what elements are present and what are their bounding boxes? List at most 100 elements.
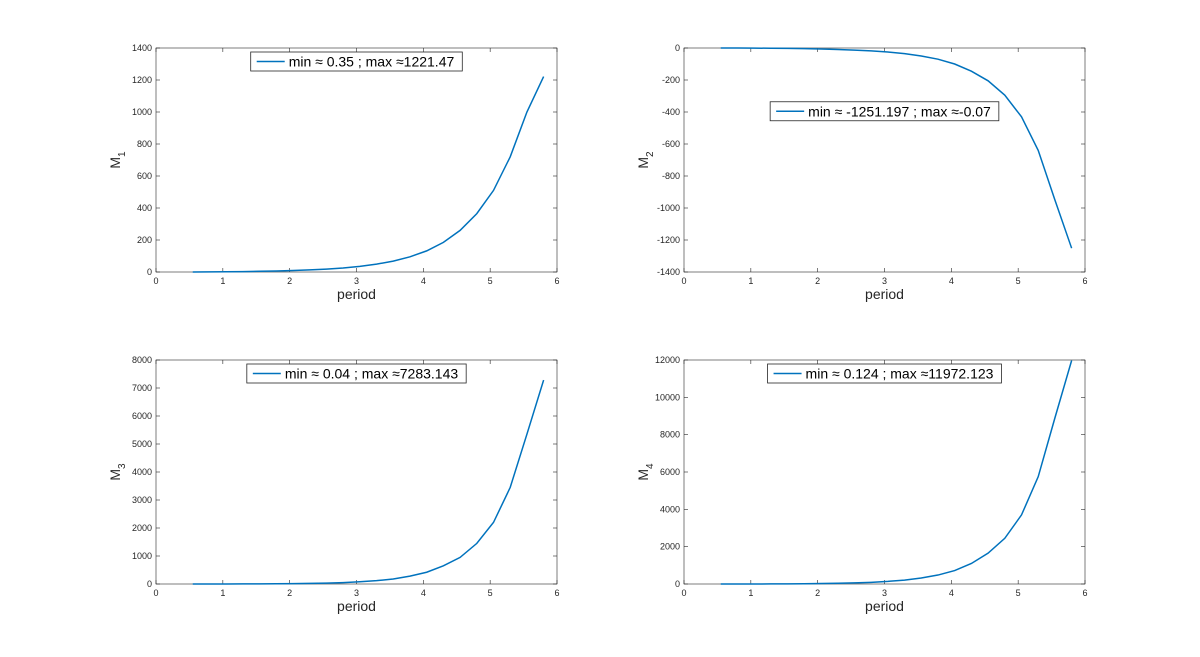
data-line — [720, 360, 1073, 585]
x-tick-label: 3 — [354, 276, 359, 286]
x-tick-label: 5 — [488, 588, 493, 598]
x-axis-label: period — [865, 286, 904, 302]
subplot: 0 1 2 3 4 5 6 0 2000 4000 6000 8000 10000 12000 period… — [635, 355, 1088, 614]
y-tick-label: 0 — [675, 579, 680, 589]
legend: min ≈ 0.04 ; max ≈7283.143 — [246, 363, 467, 384]
x-tick-label: 6 — [554, 276, 559, 286]
y-tick-label: -800 — [662, 171, 680, 181]
legend-box — [250, 51, 463, 72]
y-tick-label: 400 — [137, 203, 152, 213]
y-axis-label: M4 — [635, 463, 656, 481]
y-axis-label: M3 — [107, 463, 128, 481]
x-tick-label: 2 — [815, 276, 820, 286]
x-tick-label: 4 — [421, 276, 426, 286]
y-tick-label: 6000 — [132, 411, 152, 421]
y-axis-label-subscript: 2 — [645, 151, 656, 157]
y-tick-label: 200 — [137, 235, 152, 245]
y-axis-label-subscript: 1 — [117, 151, 128, 157]
y-tick-label: 2000 — [132, 523, 152, 533]
x-tick-label: 0 — [153, 276, 158, 286]
subplot: 0 1 2 3 4 5 60200400600800100012001400periodM1… — [107, 43, 560, 302]
x-axis-label: period — [865, 598, 904, 614]
y-tick-label: 8000 — [660, 430, 680, 440]
y-tick-label: 3000 — [132, 495, 152, 505]
y-tick-label: 0 — [675, 43, 680, 53]
y-tick-label: 1200 — [132, 75, 152, 85]
x-tick-label: 4 — [949, 276, 954, 286]
data-line — [720, 47, 1073, 249]
y-tick-label: 4000 — [660, 504, 680, 514]
y-tick-label: 1000 — [132, 551, 152, 561]
x-tick-label: 0 — [681, 588, 686, 598]
y-tick-label: 600 — [137, 171, 152, 181]
x-tick-label: 2 — [287, 276, 292, 286]
legend-label: min ≈ 0.04 ; max ≈7283.143 — [285, 366, 459, 382]
y-tick-label: 7000 — [132, 383, 152, 393]
y-axis-label-base: M — [635, 469, 651, 481]
plot-area — [155, 359, 558, 585]
legend-label: min ≈ 0.35 ; max ≈1221.47 — [289, 54, 455, 70]
plot-area — [683, 359, 1086, 585]
legend-box — [769, 101, 1000, 122]
x-axis-label: period — [337, 286, 376, 302]
x-tick-label: 1 — [220, 588, 225, 598]
y-tick-label: 5000 — [132, 439, 152, 449]
x-tick-label: 6 — [1082, 588, 1087, 598]
x-tick-label: 0 — [681, 276, 686, 286]
y-axis-label-subscript: 4 — [645, 463, 656, 469]
data-line — [192, 76, 545, 273]
x-tick-label: 4 — [949, 588, 954, 598]
x-tick-label: 3 — [882, 276, 887, 286]
y-tick-label: -1200 — [657, 235, 680, 245]
x-tick-label: 3 — [354, 588, 359, 598]
legend-box — [767, 363, 1002, 384]
data-line — [192, 379, 545, 585]
x-tick-label: 2 — [287, 588, 292, 598]
y-tick-label: -600 — [662, 139, 680, 149]
y-axis-label-base: M — [107, 157, 123, 169]
x-tick-label: 5 — [488, 276, 493, 286]
plot-area — [155, 47, 558, 273]
y-axis-label-base: M — [107, 469, 123, 481]
x-tick-label: 1 — [748, 276, 753, 286]
x-axis-label: period — [337, 598, 376, 614]
x-tick-label: 6 — [554, 588, 559, 598]
y-axis-label: M1 — [107, 151, 128, 169]
y-tick-label: 0 — [147, 579, 152, 589]
x-tick-label: 5 — [1016, 588, 1021, 598]
x-tick-label: 6 — [1082, 276, 1087, 286]
y-axis-label: M2 — [635, 151, 656, 169]
x-tick-label: 2 — [815, 588, 820, 598]
y-tick-label: 6000 — [660, 467, 680, 477]
subplot: 0 1 2 3 4 5 6 0 1000 2000 3000 4000 5000 6000 7000 8000… — [107, 355, 560, 614]
y-tick-label: 8000 — [132, 355, 152, 365]
legend-label: min ≈ -1251.197 ; max ≈-0.07 — [808, 103, 991, 119]
legend-box — [246, 363, 467, 384]
x-tick-label: 1 — [748, 588, 753, 598]
y-tick-label: 10000 — [655, 392, 680, 402]
legend: min ≈ 0.35 ; max ≈1221.47 — [250, 51, 463, 72]
y-tick-label: 0 — [147, 267, 152, 277]
y-tick-label: -1400 — [657, 267, 680, 277]
y-tick-label: -400 — [662, 107, 680, 117]
x-tick-label: 3 — [882, 588, 887, 598]
y-axis-label-base: M — [635, 157, 651, 169]
legend: min ≈ 0.124 ; max ≈11972.123 — [767, 363, 1002, 384]
y-tick-label: 1000 — [132, 107, 152, 117]
legend-label: min ≈ 0.124 ; max ≈11972.123 — [806, 366, 994, 382]
y-tick-label: -200 — [662, 75, 680, 85]
x-tick-label: 0 — [153, 588, 158, 598]
y-tick-label: 12000 — [655, 355, 680, 365]
x-tick-label: 5 — [1016, 276, 1021, 286]
y-tick-label: 1400 — [132, 43, 152, 53]
y-axis-label-subscript: 3 — [117, 463, 128, 469]
y-tick-label: 4000 — [132, 467, 152, 477]
legend: min ≈ -1251.197 ; max ≈-0.07 — [769, 101, 1000, 122]
y-tick-label: 2000 — [660, 542, 680, 552]
subplot: 0 1 2 3 4 5 6 -1400 -1200 -1000 -800 -600 -400 -200 0 p… — [635, 43, 1088, 302]
x-tick-label: 1 — [220, 276, 225, 286]
x-tick-label: 4 — [421, 588, 426, 598]
plot-area — [683, 47, 1086, 273]
